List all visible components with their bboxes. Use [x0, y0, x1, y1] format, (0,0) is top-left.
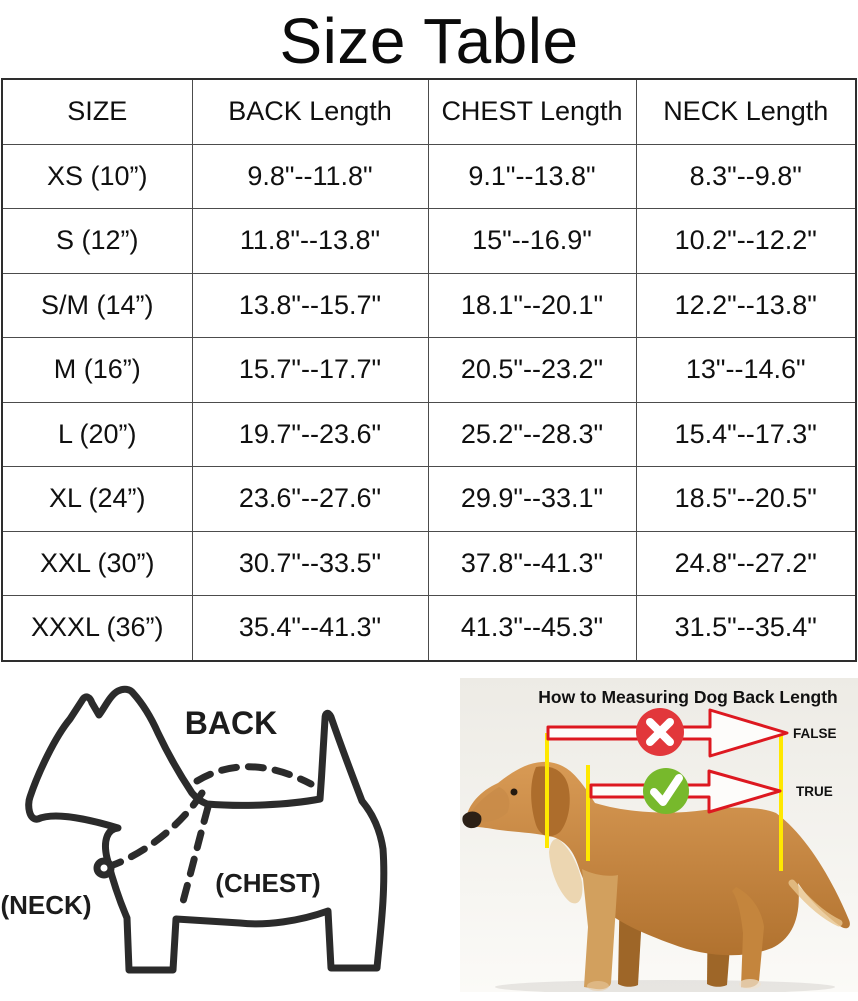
page-title: Size Table: [279, 5, 579, 77]
dog-photo: [462, 761, 850, 991]
neck-measure-line: [109, 789, 206, 868]
dog-measure-diagram: BACK (CHEST) (NECK): [1, 685, 388, 973]
chest-cell: 9.1"--13.8": [427, 143, 637, 209]
dog-rear-paw: [739, 978, 761, 989]
neck-cell: 15.4"--17.3": [635, 401, 857, 467]
table-row-m: M (16”) 15.7"--17.7" 20.5"--23.2" 13"--1…: [1, 337, 857, 403]
back-cell: 15.7"--17.7": [191, 337, 429, 403]
dog-eye: [510, 788, 518, 795]
dog-ear: [531, 765, 570, 836]
howto-measure-photo: How to Measuring Dog Back Length FALSE T…: [460, 677, 858, 992]
neck-cell: 24.8"--27.2": [635, 530, 857, 596]
size-cell: XL (24”): [1, 466, 193, 532]
back-cell: 19.7"--23.6": [191, 401, 429, 467]
size-cell: XS (10”): [1, 143, 193, 209]
neck-cell: 10.2"--12.2": [635, 208, 857, 274]
table-header-row: SIZE BACK Length CHEST Length NECK Lengt…: [1, 78, 857, 145]
dog-front-paw: [587, 980, 609, 991]
table-row-xxxl: XXXL (36”) 35.4"--41.3" 41.3"--45.3" 31.…: [1, 595, 857, 661]
size-table: SIZE BACK Length CHEST Length NECK Lengt…: [1, 78, 857, 662]
collar-ring: [93, 857, 115, 878]
dog-near-front-leg: [582, 868, 618, 989]
chest-cell: 41.3"--45.3": [427, 595, 637, 661]
size-cell: S (12”): [1, 208, 193, 274]
dog-tail-highlight: [788, 879, 843, 926]
back-cell: 13.8"--15.7": [191, 272, 429, 338]
x-icon-stroke: [646, 717, 674, 746]
size-cell: XXXL (36”): [1, 595, 193, 661]
check-icon-stroke: [650, 773, 683, 806]
back-cell: 30.7"--33.5": [191, 530, 429, 596]
table-row-xs: XS (10”) 9.8"--11.8" 9.1"--13.8" 8.3"--9…: [1, 143, 857, 209]
neck-cell: 18.5"--20.5": [635, 466, 857, 532]
table-row-s: S (12”) 11.8"--13.8" 15"--16.9" 10.2"--1…: [1, 208, 857, 274]
neck-cell: 8.3"--9.8": [635, 143, 857, 209]
table-row-xl: XL (24”) 23.6"--27.6" 29.9"--33.1" 18.5"…: [1, 466, 857, 532]
back-cell: 11.8"--13.8": [191, 208, 429, 274]
chest-cell: 15"--16.9": [427, 208, 637, 274]
neck-cell: 12.2"--13.8": [635, 272, 857, 338]
chest-cell: 18.1"--20.1": [427, 272, 637, 338]
chest-cell: 20.5"--23.2": [427, 337, 637, 403]
neck-cell: 31.5"--35.4": [635, 595, 857, 661]
size-cell: XXL (30”): [1, 530, 193, 596]
chest-cell: 29.9"--33.1": [427, 466, 637, 532]
table-row-xxl: XXL (30”) 30.7"--33.5" 37.8"--41.3" 24.8…: [1, 530, 857, 596]
measurement-guides: BACK (CHEST) (NECK): [0, 671, 858, 992]
back-cell: 35.4"--41.3": [191, 595, 429, 661]
col-header-size: SIZE: [1, 78, 193, 145]
size-cell: S/M (14”): [1, 272, 193, 338]
size-cell: L (20”): [1, 401, 193, 467]
dog-nose: [462, 811, 482, 828]
col-header-back-length: BACK Length: [191, 78, 429, 145]
dog-chest-fur: [549, 838, 583, 903]
back-cell: 23.6"--27.6": [191, 466, 429, 532]
back-cell: 9.8"--11.8": [191, 143, 429, 209]
chest-cell: 25.2"--28.3": [427, 401, 637, 467]
table-row-sm: S/M (14”) 13.8"--15.7" 18.1"--20.1" 12.2…: [1, 272, 857, 338]
table-row-l: L (20”) 19.7"--23.6" 25.2"--28.3" 15.4"-…: [1, 401, 857, 467]
neck-cell: 13"--14.6": [635, 337, 857, 403]
chest-label: (CHEST): [215, 868, 320, 898]
dog-near-rear-leg: [732, 886, 764, 988]
col-header-chest-length: CHEST Length: [427, 78, 637, 145]
back-measure-line: [193, 762, 315, 787]
neck-label: (NECK): [1, 890, 92, 920]
size-cell: M (16”): [1, 337, 193, 403]
chest-measure-line: [177, 803, 212, 912]
chest-cell: 37.8"--41.3": [427, 530, 637, 596]
col-header-neck-length: NECK Length: [635, 78, 857, 145]
howto-title: How to Measuring Dog Back Length: [538, 687, 837, 707]
true-label: TRUE: [796, 784, 833, 799]
back-label: BACK: [185, 705, 277, 741]
false-label: FALSE: [793, 726, 837, 741]
